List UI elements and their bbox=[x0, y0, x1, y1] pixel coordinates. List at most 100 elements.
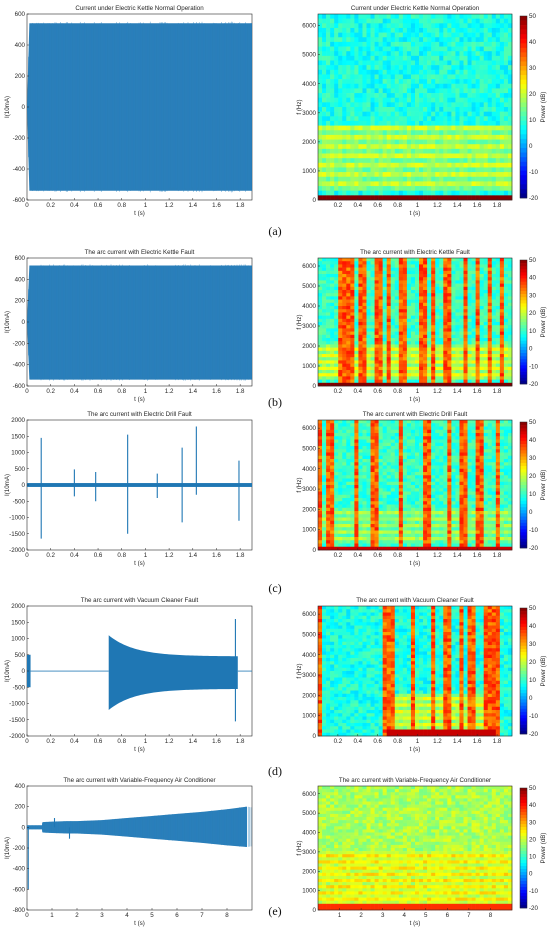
spectrogram-cell bbox=[479, 186, 485, 191]
spectrogram-cell bbox=[495, 286, 501, 291]
spectrogram-cell bbox=[443, 102, 448, 108]
y-tick-label: 2000 bbox=[11, 417, 25, 424]
spectrogram-cell bbox=[467, 51, 472, 57]
spectrogram-cell bbox=[386, 23, 392, 29]
spectrogram-cell bbox=[402, 158, 408, 164]
spectrogram-cell bbox=[322, 350, 327, 355]
spectrogram-cell bbox=[410, 153, 416, 159]
spectrogram-cell bbox=[366, 462, 371, 466]
spectrogram-cell bbox=[499, 293, 505, 297]
spectrogram-cell bbox=[358, 511, 363, 515]
spectrogram-cell bbox=[342, 14, 347, 19]
spectrogram-cell bbox=[374, 302, 379, 307]
spectrogram-cell bbox=[366, 347, 371, 352]
spectrogram-cell bbox=[447, 306, 452, 310]
spectrogram-cell bbox=[350, 111, 355, 117]
spectrogram-cell bbox=[435, 338, 440, 342]
spectrogram-cell bbox=[350, 302, 355, 307]
spectrogram-cell bbox=[423, 341, 428, 345]
spectrogram-cell bbox=[439, 97, 444, 103]
spectrogram-cell bbox=[439, 290, 444, 294]
spectrogram-cell bbox=[386, 51, 392, 57]
spectrogram-cell bbox=[419, 382, 424, 387]
spectrogram-cell bbox=[439, 139, 444, 145]
spectrogram-cell bbox=[346, 280, 351, 284]
spectrogram-cell bbox=[398, 51, 404, 57]
spectrogram-cell bbox=[354, 379, 359, 384]
spectrogram-cell bbox=[507, 322, 513, 326]
spectrogram-cell bbox=[459, 102, 464, 108]
spectrogram-cell bbox=[322, 258, 327, 262]
spectrogram-cell bbox=[431, 18, 436, 24]
spectrogram-cell bbox=[350, 507, 355, 512]
spectrogram-cell bbox=[330, 283, 335, 288]
spectrogram-cell bbox=[410, 51, 416, 57]
spectrogram-cell bbox=[507, 318, 513, 323]
spectrogram-cell bbox=[402, 363, 408, 368]
spectrogram-cell bbox=[487, 312, 493, 316]
spectrogram-cell bbox=[362, 283, 367, 288]
spectrogram-cell bbox=[382, 144, 388, 150]
spectrogram-cell bbox=[394, 93, 400, 98]
spectrogram-cell bbox=[439, 270, 444, 275]
spectrogram-cell bbox=[330, 491, 335, 496]
spectrogram-cell bbox=[386, 27, 392, 33]
spectrogram-cell bbox=[346, 153, 351, 159]
spectrogram-cell bbox=[322, 102, 327, 108]
spectrogram-cell bbox=[406, 360, 412, 364]
spectrogram-cell bbox=[463, 318, 468, 323]
spectrogram-cell bbox=[334, 37, 339, 43]
spectrogram-cell bbox=[410, 144, 416, 150]
spectrogram-cell bbox=[427, 120, 432, 126]
spectrogram-cell bbox=[358, 107, 363, 112]
spectrogram-cell bbox=[459, 107, 464, 112]
spectrogram-cell bbox=[342, 153, 347, 159]
spectrogram-cell bbox=[435, 190, 440, 196]
spectrogram-cell bbox=[370, 32, 375, 38]
spectrogram-cell bbox=[326, 18, 331, 24]
spectrogram-cell bbox=[415, 65, 420, 71]
spectrogram-cell bbox=[427, 312, 432, 316]
spectrogram-cell bbox=[406, 148, 412, 154]
spectrogram-cell bbox=[475, 328, 480, 332]
spectrogram-cell bbox=[451, 283, 456, 288]
spectrogram-cell bbox=[330, 270, 335, 275]
spectrogram-cell bbox=[402, 27, 408, 33]
spectrogram-cell bbox=[398, 14, 404, 19]
spectrogram-cell bbox=[491, 360, 497, 364]
spectrogram-cell bbox=[475, 264, 480, 268]
spectrogram-cell bbox=[378, 274, 383, 278]
spectrogram-cell bbox=[443, 299, 448, 304]
spectrogram-cell bbox=[358, 498, 363, 502]
colorbar-swatch bbox=[520, 306, 527, 310]
spectrogram-cell bbox=[346, 37, 351, 43]
spectrogram-cell bbox=[374, 134, 379, 140]
spectrogram-cell bbox=[374, 261, 379, 265]
spectrogram-cell bbox=[471, 55, 476, 61]
spectrogram-cell bbox=[342, 302, 347, 307]
spectrogram-cell bbox=[479, 190, 485, 196]
spectrogram-cell bbox=[431, 363, 436, 368]
spectrogram-cell bbox=[491, 130, 497, 136]
spectrogram-cell bbox=[318, 306, 323, 310]
colorbar-tick-label: 50 bbox=[529, 13, 536, 20]
spectrogram-cell bbox=[354, 190, 359, 196]
spectrogram-cell bbox=[350, 442, 355, 447]
spectrogram-cell bbox=[374, 144, 379, 150]
spectrogram-cell bbox=[370, 102, 375, 108]
spectrogram-cell bbox=[374, 55, 379, 61]
spectrogram-cell bbox=[447, 331, 452, 336]
spectrogram-cell bbox=[342, 111, 347, 117]
spectrogram-cell bbox=[451, 357, 456, 361]
spectrogram-cell bbox=[455, 181, 460, 187]
spectrogram-cell bbox=[386, 347, 392, 352]
spectrogram-cell bbox=[338, 261, 343, 265]
spectrogram-cell bbox=[423, 302, 428, 307]
spectrogram-cell bbox=[483, 334, 489, 339]
spectrogram-cell bbox=[487, 27, 493, 33]
spectrogram-cell bbox=[410, 162, 416, 168]
spectrogram-cell bbox=[390, 27, 396, 33]
spectrogram-cell bbox=[447, 341, 452, 345]
colorbar-swatch bbox=[520, 75, 527, 80]
spectrogram-cell bbox=[471, 331, 476, 336]
